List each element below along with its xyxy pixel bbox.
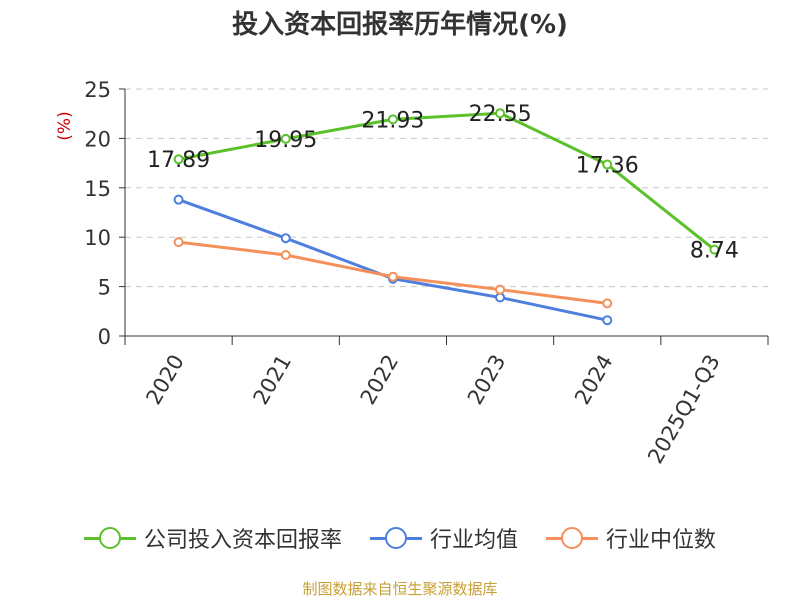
legend-item[interactable]: 行业均值 (369, 522, 518, 554)
label-layer: 17.89 19.95 21.93 22.55 17.36 8.74 (147, 102, 739, 263)
y-tick-label: 10 (84, 226, 111, 250)
data-point[interactable] (602, 315, 613, 326)
legend-marker-icon (369, 526, 422, 550)
series-line (178, 111, 716, 251)
data-point[interactable] (387, 271, 398, 282)
data-label: 17.89 (147, 148, 210, 173)
data-point[interactable] (495, 108, 506, 119)
data-label: 17.36 (576, 153, 639, 178)
data-point[interactable] (602, 159, 613, 170)
legend-item[interactable]: 行业中位数 (546, 522, 716, 554)
x-tick-label: 2021 (249, 351, 297, 409)
y-tick-label: 20 (84, 127, 111, 151)
x-tick-label: 2025Q1-Q3 (643, 351, 725, 468)
chart-title: 投入资本回报率历年情况(%) (232, 10, 568, 40)
data-point[interactable] (173, 154, 184, 165)
data-label: 8.74 (690, 239, 739, 264)
data-point[interactable] (495, 284, 506, 295)
x-tick-label: 2020 (141, 351, 189, 409)
data-label: 19.95 (254, 128, 317, 153)
y-tick-label: 15 (84, 177, 111, 201)
legend-marker-icon (83, 526, 136, 550)
grid-layer (125, 88, 768, 288)
x-tick-label: 2023 (463, 351, 511, 409)
legend-label: 公司投入资本回报率 (143, 528, 342, 553)
legend-item[interactable]: 公司投入资本回报率 (83, 522, 342, 554)
data-point[interactable] (602, 298, 613, 309)
legend-marker-icon (546, 526, 598, 550)
data-point[interactable] (280, 133, 291, 144)
legend-label: 行业均值 (429, 528, 518, 553)
x-tick-label: 2024 (570, 351, 618, 409)
data-point[interactable] (173, 237, 184, 248)
x-tick-label: 2022 (356, 351, 404, 409)
data-point[interactable] (387, 114, 398, 125)
series-line (178, 198, 608, 322)
y-tick-label: 0 (98, 325, 111, 349)
axis-layer: 0 5 10 15 20 25 2020 2021 2022 2023 2024 2025Q1-Q3 (… (55, 78, 769, 468)
series-layer (173, 108, 720, 326)
legend-label: 行业中位数 (606, 528, 717, 553)
data-label: 22.55 (469, 102, 532, 127)
source-note: 制图数据来自恒生聚源数据库 (302, 580, 498, 598)
data-point[interactable] (280, 249, 291, 260)
data-point[interactable] (280, 233, 291, 244)
data-label: 21.93 (361, 108, 424, 133)
data-point[interactable] (173, 194, 184, 205)
y-tick-label: 25 (84, 78, 111, 102)
data-point[interactable] (495, 292, 506, 303)
data-point[interactable] (709, 244, 720, 255)
y-axis-label: (%) (55, 111, 75, 140)
y-tick-label: 5 (98, 276, 111, 300)
legend: 公司投入资本回报率 行业均值 行业中位数 (0, 518, 800, 558)
